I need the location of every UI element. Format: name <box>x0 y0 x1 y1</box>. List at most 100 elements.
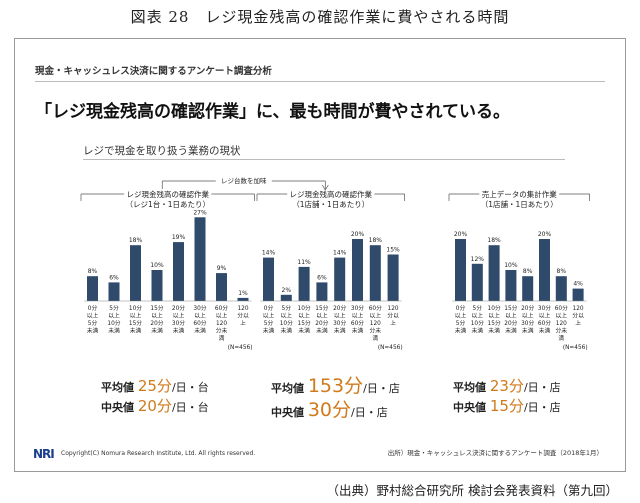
tick-label: 30分 <box>521 319 534 327</box>
tick-label: 以上 <box>151 312 163 320</box>
tick-label: 60分 <box>193 319 206 327</box>
data-label: 12% <box>471 256 485 263</box>
tick-label: 未満 <box>108 327 120 335</box>
tick-label: 分以 <box>572 312 584 320</box>
tick-label: 以上 <box>87 312 99 320</box>
tick-label: 以上 <box>298 312 310 320</box>
stat-avg-unit: /日・台 <box>171 381 209 394</box>
tick-label: 分未 <box>216 327 228 335</box>
tick-label: 上 <box>575 319 581 327</box>
bar <box>280 294 292 301</box>
tick-label: 満 <box>558 335 564 342</box>
data-label: 8% <box>557 268 567 275</box>
chart-title: 売上データの集計作業 <box>482 189 557 199</box>
bar <box>216 273 227 301</box>
stat-med-label: 中央値 <box>101 401 134 414</box>
stat-med-label: 中央値 <box>271 406 304 419</box>
tick-label: 5分 <box>282 304 292 312</box>
tick-label: 未満 <box>488 327 500 335</box>
bar <box>87 276 98 301</box>
tick-label: 20分 <box>333 304 346 312</box>
tick-label: 15分 <box>488 319 501 327</box>
data-label: 14% <box>262 250 276 257</box>
data-label: 11% <box>297 259 311 266</box>
chart-title: レジ現金残高の確認作業 <box>127 189 210 199</box>
stat-avg-value: 23分 <box>489 377 524 395</box>
nri-logo: NRI <box>33 447 55 461</box>
tick-label: 5分 <box>473 304 483 312</box>
bar <box>334 257 346 301</box>
data-label: 20% <box>351 231 365 238</box>
report-label: 現金・キャッシュレス決済に関するアンケート調査分析 <box>35 66 272 77</box>
tick-label: 未満 <box>455 327 467 335</box>
headline: 「レジ現金残高の確認作業」に、最も時間が費やされている。 <box>35 102 510 122</box>
sample-size-label: (N=456) <box>228 345 253 351</box>
copyright: Copyright(C) Nomura Research Institute, … <box>61 450 256 457</box>
tick-label: 以上 <box>505 312 517 320</box>
data-label: 18% <box>487 237 501 244</box>
tick-label: 未満 <box>471 327 483 335</box>
figure-title: 図表 28 レジ現金残高の確認作業に費やされる時間 <box>130 8 510 26</box>
tick-label: 10分 <box>280 319 293 327</box>
stat-med-2: 中央値 30分/日・店 <box>271 395 388 422</box>
data-label: 1% <box>238 290 248 297</box>
tick-label: 未満 <box>539 327 551 335</box>
tick-label: 以上 <box>316 312 328 320</box>
tick-label: 以上 <box>108 312 120 320</box>
data-label: 9% <box>217 265 227 272</box>
tick-label: 未満 <box>352 327 364 335</box>
charts-canvas: レジ現金残高の確認作業（レジ1台・1日あたり）8%0分以上5分未満6%5分以上1… <box>80 175 590 351</box>
tick-label: 10分 <box>107 319 120 327</box>
tick-label: 5分 <box>109 304 119 312</box>
stat-avg-unit: /日・店 <box>523 381 561 394</box>
stat-avg-value: 153分 <box>307 375 364 397</box>
tick-label: 20分 <box>521 304 534 312</box>
tick-label: 上 <box>390 319 396 327</box>
tick-label: 120 <box>237 306 248 312</box>
stat-med-unit: /日・店 <box>351 406 388 419</box>
tick-label: 15分 <box>315 304 328 312</box>
tick-label: 未満 <box>151 327 163 335</box>
tick-label: 20分 <box>504 319 517 327</box>
bar <box>471 263 483 301</box>
tick-label: 以上 <box>369 312 381 320</box>
tick-label: 満 <box>219 335 225 342</box>
tick-label: 120 <box>388 306 399 312</box>
tick-label: 60分 <box>555 304 568 312</box>
tick-label: 以上 <box>173 312 185 320</box>
tick-label: 以上 <box>455 312 467 320</box>
stat-med-3: 中央値 15分/日・店 <box>453 395 561 416</box>
tick-label: 60分 <box>369 304 382 312</box>
tick-label: 30分 <box>172 319 185 327</box>
section-title: レジで現金を取り扱う業務の現状 <box>83 145 241 157</box>
tick-label: 以上 <box>334 312 346 320</box>
bar <box>387 254 399 301</box>
tick-label: 15分 <box>504 304 517 312</box>
chart-subtitle: （1店舗・1日あたり） <box>292 199 369 209</box>
bar <box>151 270 163 301</box>
tick-label: 未満 <box>173 327 185 335</box>
bar <box>505 270 517 301</box>
stat-med-value: 15分 <box>489 397 524 415</box>
tick-label: 30分 <box>538 304 551 312</box>
sample-size-label: (N=456) <box>378 345 403 351</box>
stat-med-unit: /日・店 <box>523 401 561 414</box>
data-label: 8% <box>88 268 98 275</box>
bracket-arrow <box>321 184 329 191</box>
tick-label: 以上 <box>555 312 567 320</box>
tick-label: 30分 <box>351 304 364 312</box>
tick-label: 未満 <box>87 327 99 335</box>
bar <box>352 239 363 301</box>
tick-label: 未満 <box>130 327 142 335</box>
chart-subtitle: （1店舗・1日あたり） <box>481 199 558 209</box>
tick-label: 5分 <box>88 319 98 327</box>
stat-med-unit: /日・台 <box>171 401 209 414</box>
tick-label: 10分 <box>298 304 311 312</box>
data-label: 10% <box>150 262 164 269</box>
stat-avg-2: 平均値 153分/日・店 <box>271 371 400 398</box>
stat-med-value: 30分 <box>307 399 352 421</box>
sample-size-label: (N=456) <box>563 345 588 351</box>
tick-label: 以上 <box>539 312 551 320</box>
tick-label: 5分 <box>264 319 274 327</box>
tick-label: 15分 <box>129 319 142 327</box>
